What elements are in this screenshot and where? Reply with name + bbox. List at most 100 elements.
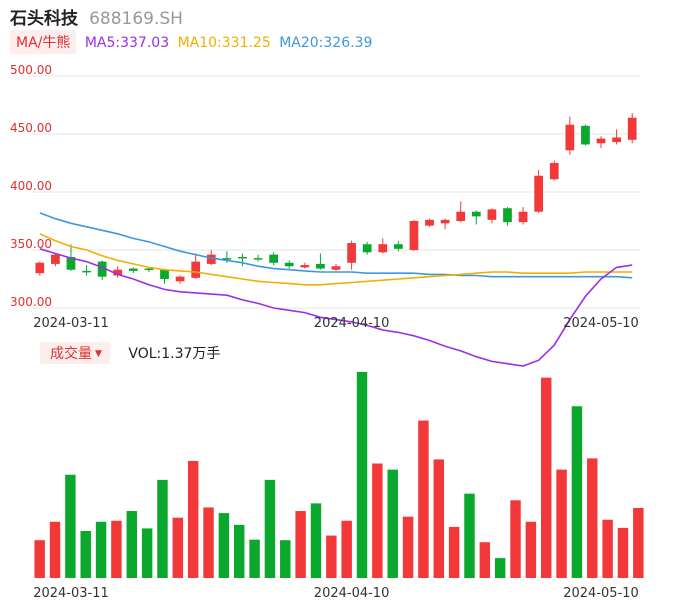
price-tick-label: 300.00 — [10, 295, 52, 309]
date-tick-label: 2024-05-10 — [563, 316, 639, 331]
volume-bar — [218, 513, 230, 578]
volume-bar — [264, 479, 276, 578]
volume-bar — [556, 469, 567, 578]
price-tick-label: 400.00 — [10, 179, 52, 193]
candle-body — [66, 256, 76, 270]
volume-bar — [356, 372, 368, 578]
volume-bar — [203, 507, 214, 578]
volume-bar — [617, 527, 629, 578]
candle-body — [518, 211, 528, 223]
volume-bar — [111, 520, 122, 578]
candle-body — [471, 211, 481, 217]
volume-bar — [418, 420, 429, 578]
candle-body — [253, 258, 263, 260]
candle-body — [160, 269, 169, 279]
candle-body — [128, 268, 138, 271]
volume-bar — [372, 463, 383, 578]
volume-tab-label: 成交量 — [50, 346, 92, 362]
volume-bar — [49, 521, 61, 578]
candle-body — [35, 262, 45, 274]
stock-name: 石头科技 — [10, 9, 78, 29]
volume-bar — [157, 479, 168, 578]
volume-bar — [95, 521, 107, 578]
candle-body — [362, 244, 372, 253]
candle-body — [347, 243, 356, 263]
volume-bar — [126, 511, 137, 578]
candle-body — [378, 244, 388, 253]
volume-date-tick-label: 2024-05-10 — [563, 586, 639, 601]
date-tick-label: 2024-04-10 — [314, 316, 390, 331]
ma10-label: MA10:331.25 — [177, 35, 271, 51]
volume-bar — [402, 516, 414, 578]
candle-body — [284, 262, 294, 267]
volume-bar — [448, 526, 460, 578]
candle-body — [565, 124, 575, 151]
volume-bar — [80, 530, 91, 578]
candle-body — [425, 219, 434, 226]
candle-body — [300, 265, 310, 268]
date-tick-label: 2024-03-11 — [33, 316, 109, 331]
price-tick-label: 350.00 — [10, 237, 52, 251]
stock-code: 688169.SH — [89, 9, 183, 29]
ma20-line — [39, 212, 633, 279]
ma-legend: MA/牛熊 MA5:337.03 MA10:331.25 MA20:326.39 — [10, 30, 372, 54]
candle-body — [456, 211, 466, 221]
volume-bar — [571, 406, 583, 578]
volume-bar — [633, 507, 644, 578]
ma-indicator-tab[interactable]: MA/牛熊 — [10, 30, 77, 54]
volume-bar — [387, 469, 398, 578]
candle-body — [627, 117, 637, 140]
volume-bar — [34, 540, 45, 578]
stock-header: 石头科技 688169.SH — [10, 4, 183, 29]
volume-bar — [310, 503, 322, 578]
candle-body — [222, 258, 232, 260]
volume-date-tick-label: 2024-03-11 — [33, 586, 109, 601]
caret-down-icon: ▼ — [95, 349, 102, 359]
candle-body — [97, 261, 107, 277]
volume-indicator-tab[interactable]: 成交量 ▼ — [40, 342, 110, 364]
candle-body — [331, 266, 341, 270]
volume-bar — [65, 474, 76, 578]
candle-body — [82, 270, 91, 273]
candle-body — [269, 254, 279, 263]
candle-body — [175, 276, 185, 282]
candle-body — [409, 221, 419, 250]
volume-bar — [602, 519, 613, 578]
ma10-line — [39, 233, 633, 286]
candle-body — [51, 254, 60, 264]
ma20-label: MA20:326.39 — [279, 35, 373, 51]
candle-body — [581, 125, 590, 145]
candle-body — [113, 269, 123, 276]
volume-bar — [494, 558, 506, 578]
candle-body — [612, 137, 621, 143]
candle-body — [549, 163, 559, 180]
candle-body — [238, 256, 247, 259]
volume-value-label: VOL:1.37万手 — [128, 346, 221, 362]
volume-bar — [525, 521, 537, 578]
candle-body — [144, 268, 154, 271]
volume-bar — [172, 517, 184, 578]
candle-body — [503, 208, 512, 223]
volume-bar — [326, 535, 337, 578]
volume-bar — [541, 377, 552, 578]
volume-bar — [234, 524, 245, 578]
candle-body — [534, 175, 544, 212]
price-tick-label: 500.00 — [10, 63, 52, 77]
volume-bar — [187, 460, 199, 578]
volume-bar — [341, 520, 352, 578]
volume-bar — [249, 539, 260, 578]
candle-body — [596, 138, 606, 144]
volume-legend: 成交量 ▼ VOL:1.37万手 — [40, 342, 220, 364]
volume-bar — [141, 528, 153, 578]
volume-bar — [479, 542, 491, 578]
ma5-label: MA5:337.03 — [84, 35, 170, 51]
candle-body — [316, 263, 325, 269]
volume-date-tick-label: 2024-04-10 — [314, 586, 390, 601]
volume-bar — [464, 493, 475, 578]
volume-bar — [280, 540, 291, 578]
candle-body — [440, 219, 450, 224]
volume-bar — [295, 511, 306, 578]
candle-body — [393, 244, 403, 249]
volume-bar — [433, 459, 444, 578]
